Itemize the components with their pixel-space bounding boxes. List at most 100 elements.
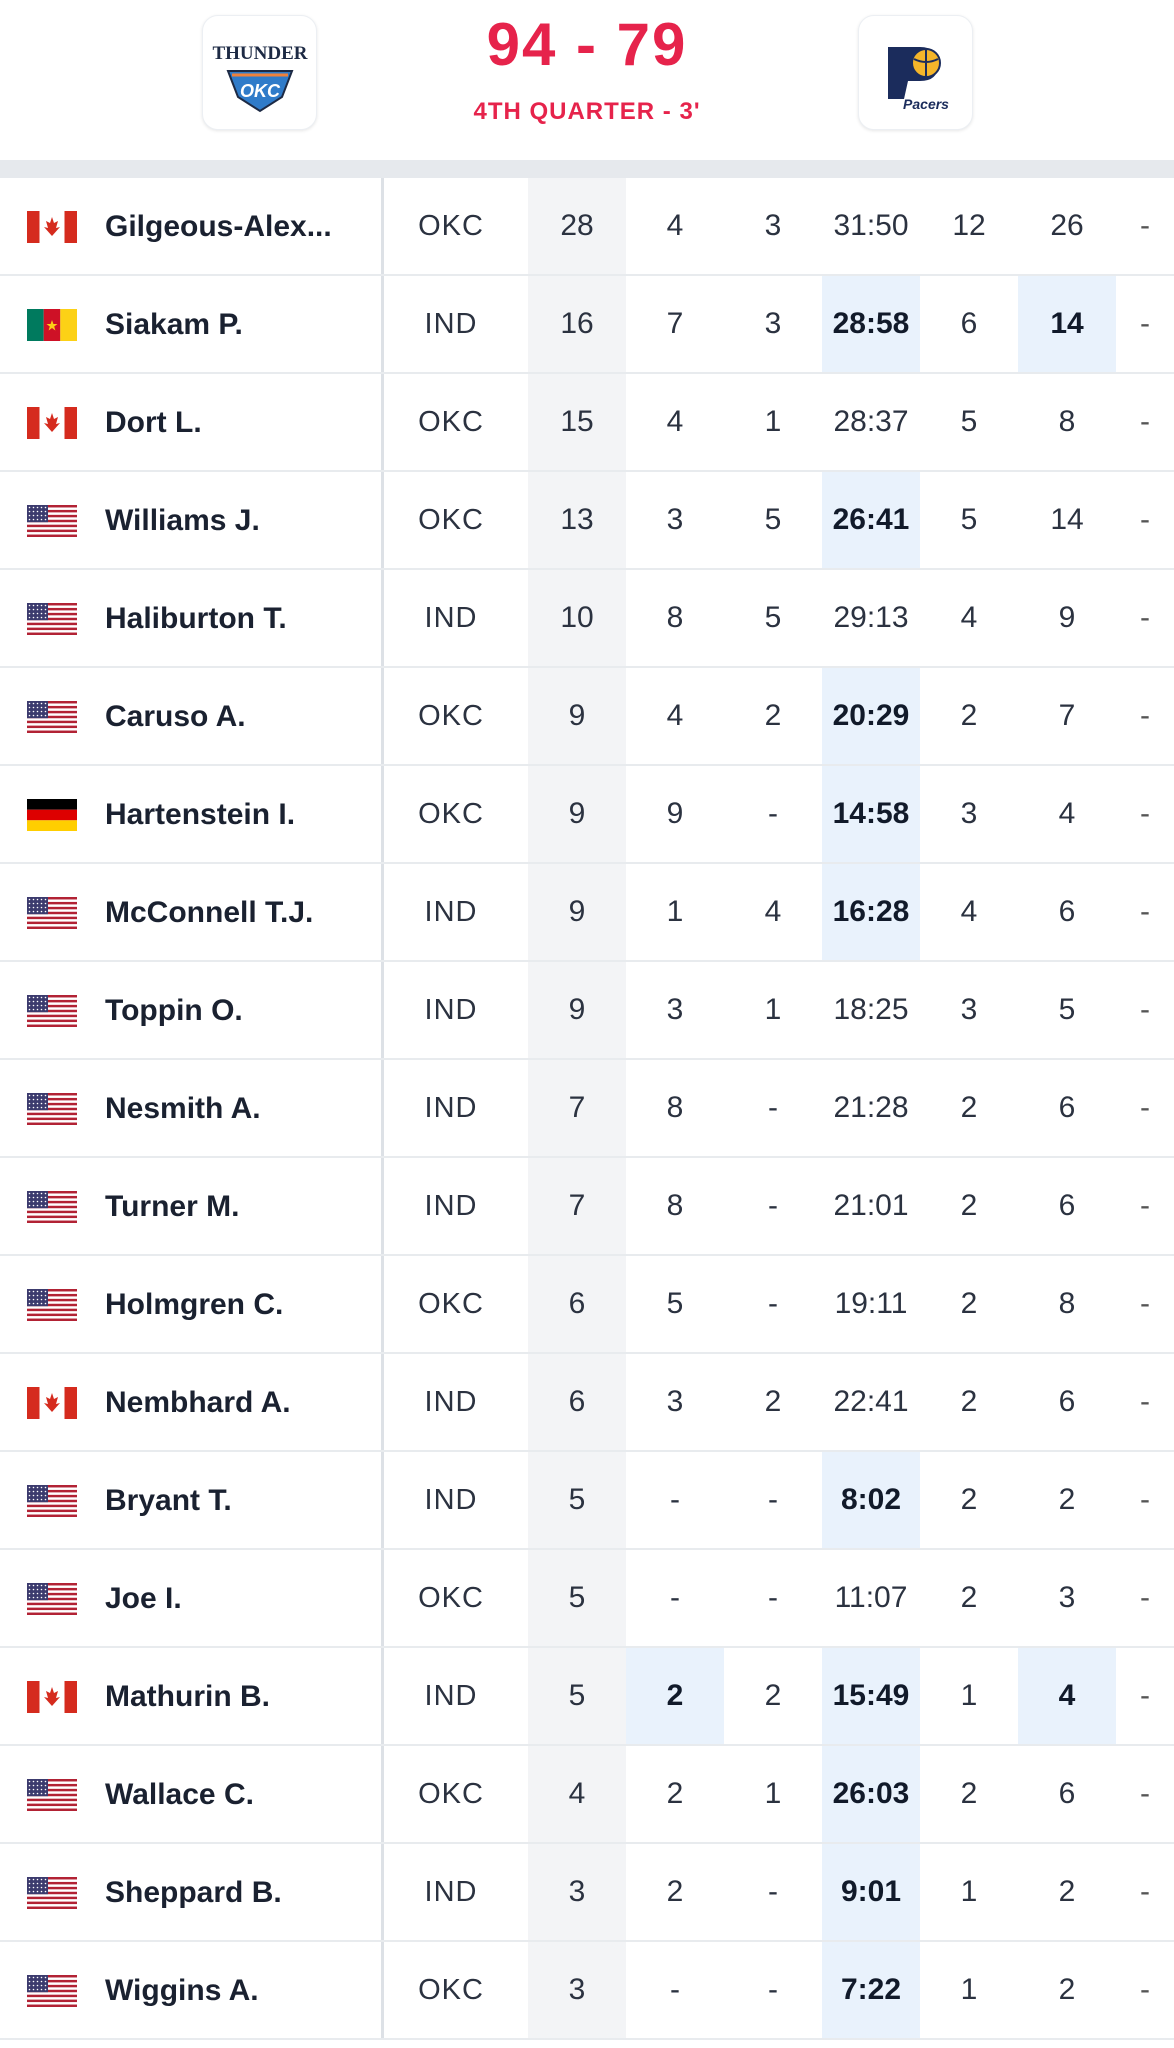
overflow-stat-cell: - <box>1140 1777 1150 1810</box>
player-name-cell[interactable]: Sheppard B. <box>0 1844 384 1940</box>
team-cell: OKC <box>418 699 484 732</box>
game-header: THUNDER OKC 94 - 79 4TH QUARTER - 3' Pac… <box>0 0 1174 160</box>
points-cell: 28 <box>528 178 626 274</box>
assists-cell: 4 <box>764 895 782 928</box>
player-name[interactable]: Haliburton T. <box>105 602 287 635</box>
assists-cell: 5 <box>764 503 782 536</box>
field-goal-attempts-cell: 4 <box>1058 797 1076 830</box>
player-name[interactable]: Siakam P. <box>105 308 243 341</box>
points-cell: 7 <box>528 1158 626 1254</box>
team-cell: IND <box>424 1679 478 1712</box>
player-name[interactable]: Wallace C. <box>105 1778 254 1811</box>
player-name[interactable]: Joe I. <box>105 1582 182 1615</box>
player-name-cell[interactable]: McConnell T.J. <box>0 864 384 960</box>
points-cell: 5 <box>528 1550 626 1646</box>
player-name-cell[interactable]: Holmgren C. <box>0 1256 384 1352</box>
field-goals-cell: 1 <box>960 1875 978 1908</box>
player-name[interactable]: Dort L. <box>105 406 202 439</box>
field-goals-cell: 5 <box>960 405 978 438</box>
points-cell: 6 <box>528 1256 626 1352</box>
player-row[interactable]: Williams J. OKC 13 3 5 26:41 5 14 - <box>0 472 1174 570</box>
player-name-cell[interactable]: Wallace C. <box>0 1746 384 1842</box>
points-cell: 6 <box>528 1354 626 1450</box>
player-name[interactable]: Nembhard A. <box>105 1386 291 1419</box>
player-name-cell[interactable]: Turner M. <box>0 1158 384 1254</box>
overflow-stat-cell: - <box>1140 797 1150 830</box>
assists-cell: 2 <box>764 1385 782 1418</box>
away-team-logo[interactable]: Pacers <box>858 15 973 130</box>
player-name[interactable]: Holmgren C. <box>105 1288 284 1321</box>
player-name-cell[interactable]: Hartenstein I. <box>0 766 384 862</box>
player-row[interactable]: Wallace C. OKC 4 2 1 26:03 2 6 - <box>0 1746 1174 1844</box>
player-name[interactable]: Mathurin B. <box>105 1680 270 1713</box>
player-row[interactable]: Joe I. OKC 5 - - 11:07 2 3 - <box>0 1550 1174 1648</box>
player-name[interactable]: Nesmith A. <box>105 1092 261 1125</box>
player-name-cell[interactable]: Siakam P. <box>0 276 384 372</box>
player-name[interactable]: Williams J. <box>105 504 260 537</box>
field-goal-attempts-cell: 3 <box>1058 1581 1076 1614</box>
team-cell: OKC <box>418 1777 484 1810</box>
overflow-stat-cell: - <box>1140 895 1150 928</box>
player-name-cell[interactable]: Nembhard A. <box>0 1354 384 1450</box>
player-name-cell[interactable]: Toppin O. <box>0 962 384 1058</box>
field-goals-cell: 12 <box>952 209 986 242</box>
player-row[interactable]: Haliburton T. IND 10 8 5 29:13 4 9 - <box>0 570 1174 668</box>
player-name-cell[interactable]: Wiggins A. <box>0 1942 384 2038</box>
player-row[interactable]: Wiggins A. OKC 3 - - 7:22 1 2 - <box>0 1942 1174 2040</box>
player-row[interactable]: Nesmith A. IND 7 8 - 21:28 2 6 - <box>0 1060 1174 1158</box>
player-name[interactable]: Bryant T. <box>105 1484 232 1517</box>
field-goal-attempts-cell: 6 <box>1058 1385 1076 1418</box>
player-row[interactable]: Hartenstein I. OKC 9 9 - 14:58 3 4 - <box>0 766 1174 864</box>
overflow-stat-cell: - <box>1140 699 1150 732</box>
player-name[interactable]: Hartenstein I. <box>105 798 296 831</box>
player-name[interactable]: Wiggins A. <box>105 1974 259 2007</box>
field-goal-attempts-cell: 6 <box>1058 1777 1076 1810</box>
minutes-cell: 8:02 <box>822 1452 920 1548</box>
overflow-stat-cell: - <box>1140 993 1150 1026</box>
home-team-logo[interactable]: THUNDER OKC <box>202 15 317 130</box>
player-name[interactable]: Turner M. <box>105 1190 240 1223</box>
germany-flag-icon <box>27 799 77 831</box>
player-name[interactable]: Caruso A. <box>105 700 246 733</box>
player-name-cell[interactable]: Bryant T. <box>0 1452 384 1548</box>
player-row[interactable]: Sheppard B. IND 3 2 - 9:01 1 2 - <box>0 1844 1174 1942</box>
field-goal-attempts-cell: 6 <box>1058 895 1076 928</box>
player-name[interactable]: Toppin O. <box>105 994 243 1027</box>
player-row[interactable]: Toppin O. IND 9 3 1 18:25 3 5 - <box>0 962 1174 1060</box>
team-cell: IND <box>424 1189 478 1222</box>
player-row[interactable]: Gilgeous-Alex... OKC 28 4 3 31:50 12 26 - <box>0 178 1174 276</box>
player-row[interactable]: Siakam P. IND 16 7 3 28:58 6 14- <box>0 276 1174 374</box>
player-name-cell[interactable]: Haliburton T. <box>0 570 384 666</box>
player-name-cell[interactable]: Williams J. <box>0 472 384 568</box>
minutes-cell: 16:28 <box>822 864 920 960</box>
overflow-stat-cell: - <box>1140 1581 1150 1614</box>
player-name-cell[interactable]: Mathurin B. <box>0 1648 384 1744</box>
minutes-cell: 11:07 <box>834 1581 908 1614</box>
player-row[interactable]: Nembhard A. IND 6 3 2 22:41 2 6 - <box>0 1354 1174 1452</box>
player-name-cell[interactable]: Nesmith A. <box>0 1060 384 1156</box>
cameroon-flag-icon <box>27 309 77 341</box>
header-divider <box>0 160 1174 178</box>
points-cell: 4 <box>528 1746 626 1842</box>
overflow-stat-cell: - <box>1140 1483 1150 1516</box>
player-row[interactable]: Bryant T. IND 5 - - 8:02 2 2 - <box>0 1452 1174 1550</box>
player-name[interactable]: Gilgeous-Alex... <box>105 210 332 243</box>
player-name[interactable]: McConnell T.J. <box>105 896 314 929</box>
player-name-cell[interactable]: Caruso A. <box>0 668 384 764</box>
points-cell: 9 <box>528 668 626 764</box>
assists-cell: 2 <box>764 1679 782 1712</box>
player-row[interactable]: McConnell T.J. IND 9 1 4 16:28 4 6 - <box>0 864 1174 962</box>
overflow-stat-cell: - <box>1140 1091 1150 1124</box>
player-row[interactable]: Turner M. IND 7 8 - 21:01 2 6 - <box>0 1158 1174 1256</box>
player-name[interactable]: Sheppard B. <box>105 1876 282 1909</box>
player-name-cell[interactable]: Dort L. <box>0 374 384 470</box>
player-name-cell[interactable]: Joe I. <box>0 1550 384 1646</box>
minutes-cell: 21:28 <box>833 1091 909 1124</box>
usa-flag-icon <box>27 701 77 733</box>
team-cell: OKC <box>418 797 484 830</box>
player-row[interactable]: Holmgren C. OKC 6 5 - 19:11 2 8 - <box>0 1256 1174 1354</box>
player-row[interactable]: Mathurin B. IND 5 2 2 15:49 1 4- <box>0 1648 1174 1746</box>
player-name-cell[interactable]: Gilgeous-Alex... <box>0 178 384 274</box>
player-row[interactable]: Dort L. OKC 15 4 1 28:37 5 8 - <box>0 374 1174 472</box>
player-row[interactable]: Caruso A. OKC 9 4 2 20:29 2 7 - <box>0 668 1174 766</box>
